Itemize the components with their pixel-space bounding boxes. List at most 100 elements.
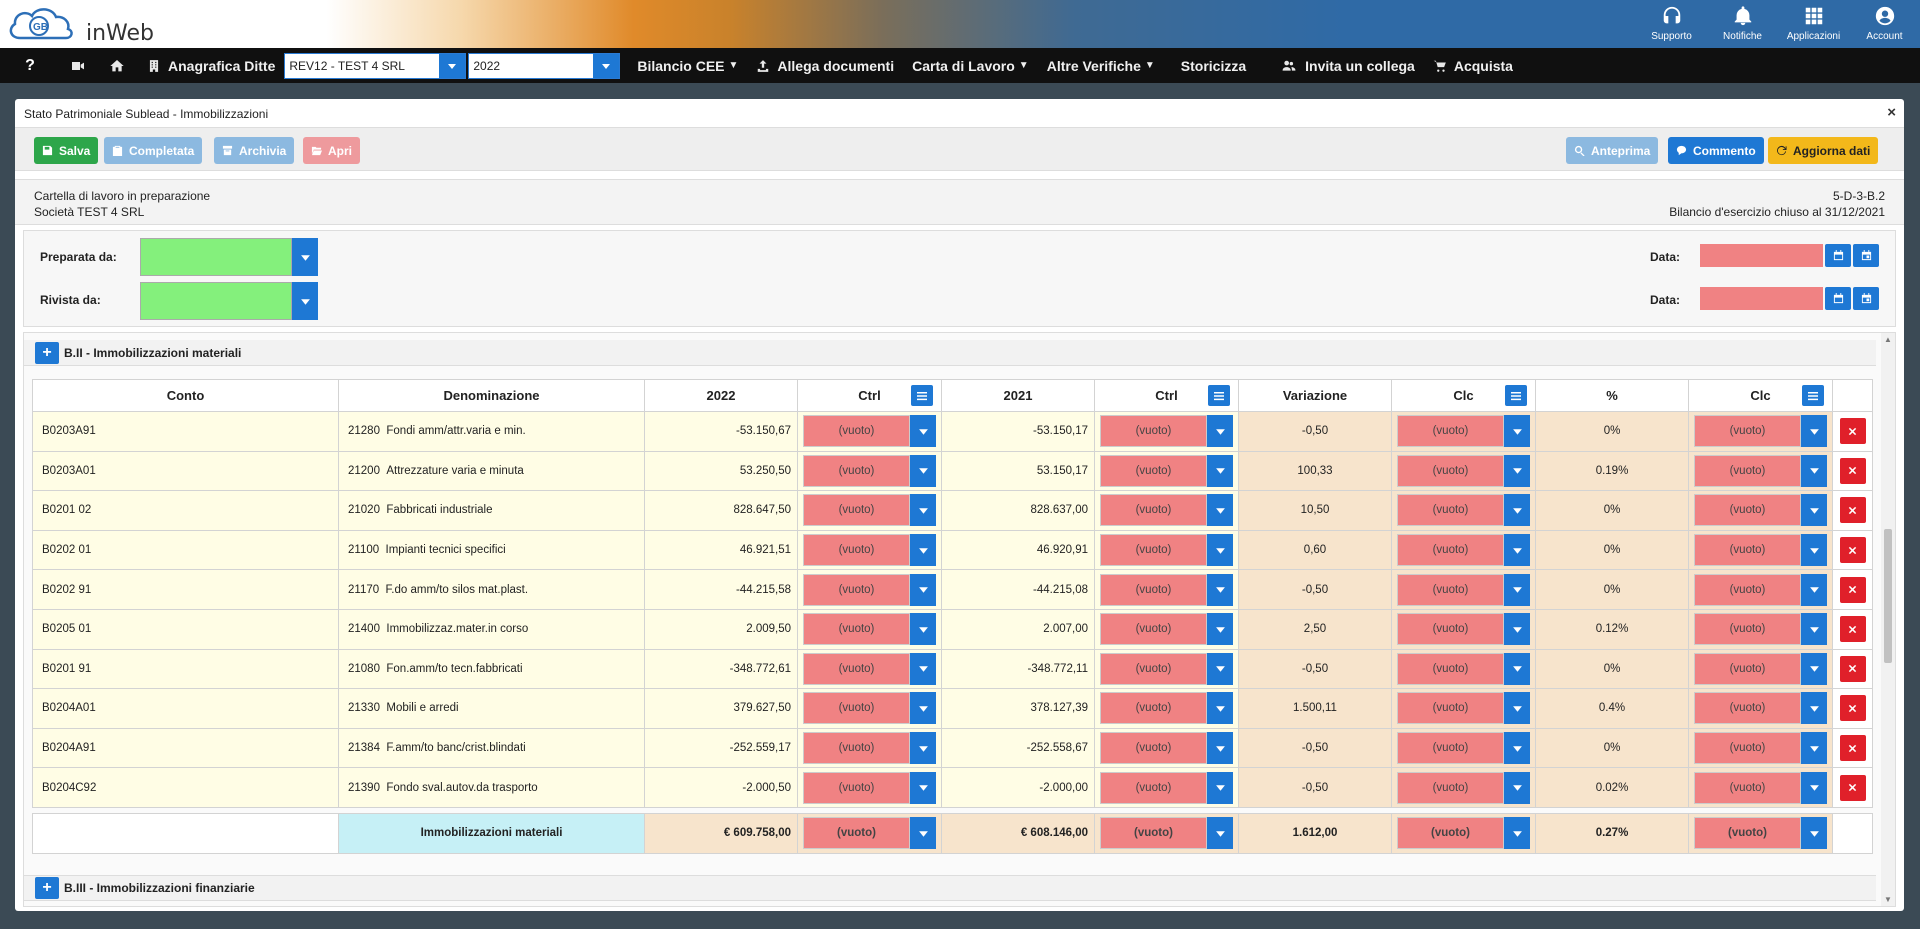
chevron-down-icon[interactable] <box>1801 494 1827 527</box>
chevron-down-icon[interactable] <box>910 613 936 646</box>
menu-icon[interactable] <box>1802 385 1824 406</box>
chevron-down-icon[interactable] <box>1801 652 1827 685</box>
clc-select[interactable]: (vuoto) <box>1694 494 1827 527</box>
close-icon[interactable]: × <box>1887 104 1896 121</box>
archivia-button[interactable]: Archivia <box>214 137 295 164</box>
year-select[interactable]: 2022 <box>468 52 621 79</box>
chevron-down-icon[interactable] <box>439 53 466 78</box>
chevron-down-icon[interactable] <box>1504 573 1530 606</box>
ctrl-select[interactable]: (vuoto) <box>1100 652 1233 685</box>
completata-button[interactable]: Completata <box>104 137 203 164</box>
clc-select[interactable]: (vuoto) <box>1694 692 1827 725</box>
ctrl-select[interactable]: (vuoto) <box>1100 817 1233 850</box>
aggiorna-dati-button[interactable]: Aggiorna dati <box>1768 137 1879 164</box>
chevron-down-icon[interactable] <box>910 494 936 527</box>
chevron-down-icon[interactable] <box>910 415 936 448</box>
clc-select[interactable]: (vuoto) <box>1397 652 1530 685</box>
chevron-down-icon[interactable] <box>1801 732 1827 765</box>
ctrl-select[interactable]: (vuoto) <box>803 692 936 725</box>
chevron-down-icon[interactable] <box>1504 652 1530 685</box>
notifications-button[interactable]: Notifiche <box>1707 0 1778 48</box>
ctrl-select[interactable]: (vuoto) <box>803 613 936 646</box>
delete-button[interactable] <box>1839 497 1866 524</box>
chevron-down-icon[interactable] <box>1207 692 1233 725</box>
delete-button[interactable] <box>1839 616 1866 643</box>
calendar-today-icon[interactable] <box>1853 287 1879 310</box>
chevron-down-icon[interactable] <box>910 817 936 850</box>
save-button[interactable]: Salva <box>34 137 99 164</box>
carta-di-lavoro-menu[interactable]: Carta di Lavoro ▼ <box>903 48 1038 83</box>
clc-select[interactable]: (vuoto) <box>1694 415 1827 448</box>
preparata-select[interactable] <box>140 238 318 276</box>
invita-collega-menu[interactable]: Invita un collega <box>1271 48 1424 83</box>
ctrl-select[interactable]: (vuoto) <box>1100 534 1233 567</box>
clc-select[interactable]: (vuoto) <box>1397 732 1530 765</box>
chevron-down-icon[interactable] <box>1801 454 1827 487</box>
chevron-down-icon[interactable] <box>1207 534 1233 567</box>
clc-select[interactable]: (vuoto) <box>1694 771 1827 804</box>
ctrl-select[interactable]: (vuoto) <box>1100 573 1233 606</box>
anagrafica-menu[interactable]: Anagrafica Ditte <box>138 48 284 83</box>
chevron-down-icon[interactable] <box>910 534 936 567</box>
clc-select[interactable]: (vuoto) <box>1397 454 1530 487</box>
preparata-date-field[interactable] <box>1700 244 1879 267</box>
chevron-down-icon[interactable] <box>1207 652 1233 685</box>
calendar-icon[interactable] <box>1825 244 1851 267</box>
clc-select[interactable]: (vuoto) <box>1694 534 1827 567</box>
ctrl-select[interactable]: (vuoto) <box>803 771 936 804</box>
clc-select[interactable]: (vuoto) <box>1694 732 1827 765</box>
altre-verifiche-menu[interactable]: Altre Verifiche ▼ <box>1038 48 1164 83</box>
scroll-up-icon[interactable]: ▲ <box>1884 335 1892 344</box>
app-logo[interactable]: GB inWeb <box>6 4 154 46</box>
delete-button[interactable] <box>1839 537 1866 564</box>
account-button[interactable]: Account <box>1849 0 1920 48</box>
anteprima-button[interactable]: Anteprima <box>1566 137 1659 164</box>
help-button[interactable]: ? <box>0 48 60 83</box>
home-button[interactable] <box>96 48 138 83</box>
chevron-down-icon[interactable] <box>1207 613 1233 646</box>
chevron-down-icon[interactable] <box>1504 454 1530 487</box>
ctrl-select[interactable]: (vuoto) <box>1100 692 1233 725</box>
chevron-down-icon[interactable] <box>1207 415 1233 448</box>
chevron-down-icon[interactable] <box>1207 454 1233 487</box>
clc-select[interactable]: (vuoto) <box>1694 613 1827 646</box>
preparata-date-input[interactable] <box>1700 244 1823 267</box>
support-button[interactable]: Supporto <box>1636 0 1707 48</box>
delete-button[interactable] <box>1839 735 1866 762</box>
chevron-down-icon[interactable] <box>1504 692 1530 725</box>
chevron-down-icon[interactable] <box>1801 817 1827 850</box>
ctrl-select[interactable]: (vuoto) <box>803 494 936 527</box>
video-button[interactable] <box>60 48 96 83</box>
delete-button[interactable] <box>1839 655 1866 682</box>
ctrl-select[interactable]: (vuoto) <box>1100 415 1233 448</box>
ctrl-select[interactable]: (vuoto) <box>1100 732 1233 765</box>
clc-select[interactable]: (vuoto) <box>1397 573 1530 606</box>
chevron-down-icon[interactable] <box>910 732 936 765</box>
calendar-icon[interactable] <box>1825 287 1851 310</box>
delete-button[interactable] <box>1839 774 1866 801</box>
ctrl-select[interactable]: (vuoto) <box>1100 771 1233 804</box>
acquista-menu[interactable]: Acquista <box>1424 48 1522 83</box>
ctrl-select[interactable]: (vuoto) <box>1100 494 1233 527</box>
company-select[interactable]: REV12 - TEST 4 SRL <box>284 52 467 79</box>
clc-select[interactable]: (vuoto) <box>1397 771 1530 804</box>
rivista-date-field[interactable] <box>1700 287 1879 310</box>
ctrl-select[interactable]: (vuoto) <box>803 415 936 448</box>
chevron-down-icon[interactable] <box>1801 771 1827 804</box>
chevron-down-icon[interactable] <box>1801 613 1827 646</box>
chevron-down-icon[interactable] <box>1504 494 1530 527</box>
chevron-down-icon[interactable] <box>1504 613 1530 646</box>
clc-select[interactable]: (vuoto) <box>1397 613 1530 646</box>
delete-button[interactable] <box>1839 576 1866 603</box>
chevron-down-icon[interactable] <box>593 53 620 78</box>
menu-icon[interactable] <box>1208 385 1230 406</box>
chevron-down-icon[interactable] <box>1801 692 1827 725</box>
chevron-down-icon[interactable] <box>910 652 936 685</box>
chevron-down-icon[interactable] <box>1207 494 1233 527</box>
section-header-finanziarie[interactable]: + B.III - Immobilizzazioni finanziarie <box>24 875 1876 901</box>
chevron-down-icon[interactable] <box>910 692 936 725</box>
plus-icon[interactable]: + <box>35 341 59 364</box>
allega-documenti-menu[interactable]: Allega documenti <box>747 48 903 83</box>
ctrl-select[interactable]: (vuoto) <box>1100 613 1233 646</box>
chevron-down-icon[interactable] <box>292 282 318 320</box>
